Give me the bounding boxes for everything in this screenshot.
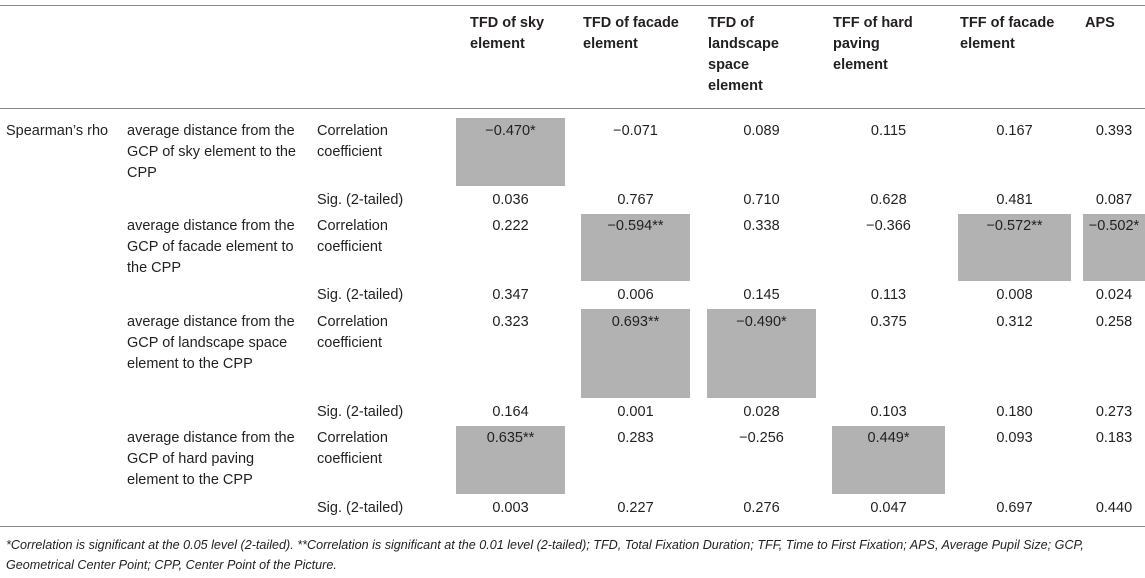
significance-value: 0.036	[492, 192, 529, 208]
correlation-value: 0.338	[743, 218, 780, 234]
significance-value: 0.481	[996, 192, 1033, 208]
stat-label-correlation: Correlation coefficient	[317, 430, 388, 467]
highlight-cell	[581, 214, 690, 281]
correlation-value: 0.093	[996, 430, 1033, 446]
significance-value: 0.710	[743, 192, 780, 208]
stat-label-correlation: Correlation coefficient	[317, 218, 388, 255]
correlation-value: −0.256	[739, 430, 784, 446]
highlight-cell	[832, 426, 945, 494]
stat-label-sig: Sig. (2-tailed)	[317, 404, 404, 420]
top-rule	[0, 5, 1145, 6]
significance-value: 0.628	[870, 192, 907, 208]
significance-value: 0.347	[492, 287, 529, 303]
stat-label-sig: Sig. (2-tailed)	[317, 287, 404, 303]
correlation-value: −0.366	[866, 218, 911, 234]
significance-value: 0.164	[492, 404, 529, 420]
significance-value: 0.145	[743, 287, 780, 303]
row-group-label-landscape: average distance from the GCP of landsca…	[127, 314, 295, 372]
row-group-label-hard-paving: average distance from the GCP of hard pa…	[127, 430, 295, 488]
significance-value: 0.180	[996, 404, 1033, 420]
significance-value: 0.276	[743, 500, 780, 516]
highlight-cell	[707, 309, 816, 398]
significance-value: 0.767	[617, 192, 654, 208]
correlation-value: 0.393	[1095, 123, 1133, 139]
correlation-value: −0.594**	[607, 218, 664, 234]
row-group-label-facade: average distance from the GCP of facade …	[127, 218, 295, 276]
significance-value: 0.273	[1095, 404, 1133, 420]
column-header-aps: APS	[1085, 15, 1115, 31]
column-header-tff-facade: TFF of facade element	[960, 15, 1055, 52]
significance-value: 0.006	[617, 287, 654, 303]
significance-value: 0.024	[1095, 287, 1133, 303]
correlation-value: 0.375	[870, 314, 907, 330]
stat-label-correlation: Correlation coefficient	[317, 314, 388, 351]
correlation-value: 0.089	[743, 123, 780, 139]
highlight-cell	[456, 118, 565, 186]
highlight-cell	[1083, 214, 1145, 281]
significance-value: 0.028	[743, 404, 780, 420]
correlation-value: −0.502*	[1088, 218, 1140, 234]
significance-value: 0.103	[870, 404, 907, 420]
significance-value: 0.697	[996, 500, 1033, 516]
correlation-value: −0.470*	[485, 123, 536, 139]
column-header-tfd-landscape: TFD of landscape space element	[708, 15, 779, 94]
table-footnote: *Correlation is significant at the 0.05 …	[6, 538, 1084, 572]
significance-value: 0.440	[1095, 500, 1133, 516]
significance-value: 0.003	[492, 500, 529, 516]
column-header-tfd-facade: TFD of facade element	[583, 15, 679, 52]
row-group-label-sky: average distance from the GCP of sky ele…	[127, 123, 296, 181]
significance-value: 0.087	[1095, 192, 1133, 208]
correlation-value: 0.183	[1095, 430, 1133, 446]
stat-label-correlation: Correlation coefficient	[317, 123, 388, 160]
significance-value: 0.047	[870, 500, 907, 516]
correlation-value: 0.449*	[867, 430, 910, 446]
correlation-value: 0.258	[1095, 314, 1133, 330]
correlation-value: 0.167	[996, 123, 1033, 139]
header-rule	[0, 108, 1145, 109]
correlation-value: 0.635**	[486, 430, 535, 446]
correlation-value: 0.323	[492, 314, 529, 330]
significance-value: 0.113	[870, 287, 907, 303]
stat-label-sig: Sig. (2-tailed)	[317, 500, 404, 516]
highlight-cell	[456, 426, 565, 494]
column-header-tfd-sky: TFD of sky element	[470, 15, 545, 52]
stat-label-sig: Sig. (2-tailed)	[317, 192, 404, 208]
highlight-cell	[958, 214, 1071, 281]
correlation-value: −0.071	[613, 123, 658, 139]
highlight-cell	[581, 309, 690, 398]
correlation-value: −0.490*	[736, 314, 787, 330]
correlation-value: −0.572**	[986, 218, 1043, 234]
significance-value: 0.227	[617, 500, 654, 516]
correlation-value: 0.222	[492, 218, 529, 234]
bottom-rule	[0, 526, 1145, 527]
significance-value: 0.001	[617, 404, 654, 420]
column-header-tff-hard-paving: TFF of hard paving element	[833, 15, 913, 73]
correlation-value: 0.283	[617, 430, 654, 446]
significance-value: 0.008	[996, 287, 1033, 303]
method-label: Spearman’s rho	[6, 123, 109, 139]
correlation-value: 0.312	[996, 314, 1033, 330]
correlation-value: 0.115	[870, 123, 907, 139]
correlation-value: 0.693**	[611, 314, 660, 330]
